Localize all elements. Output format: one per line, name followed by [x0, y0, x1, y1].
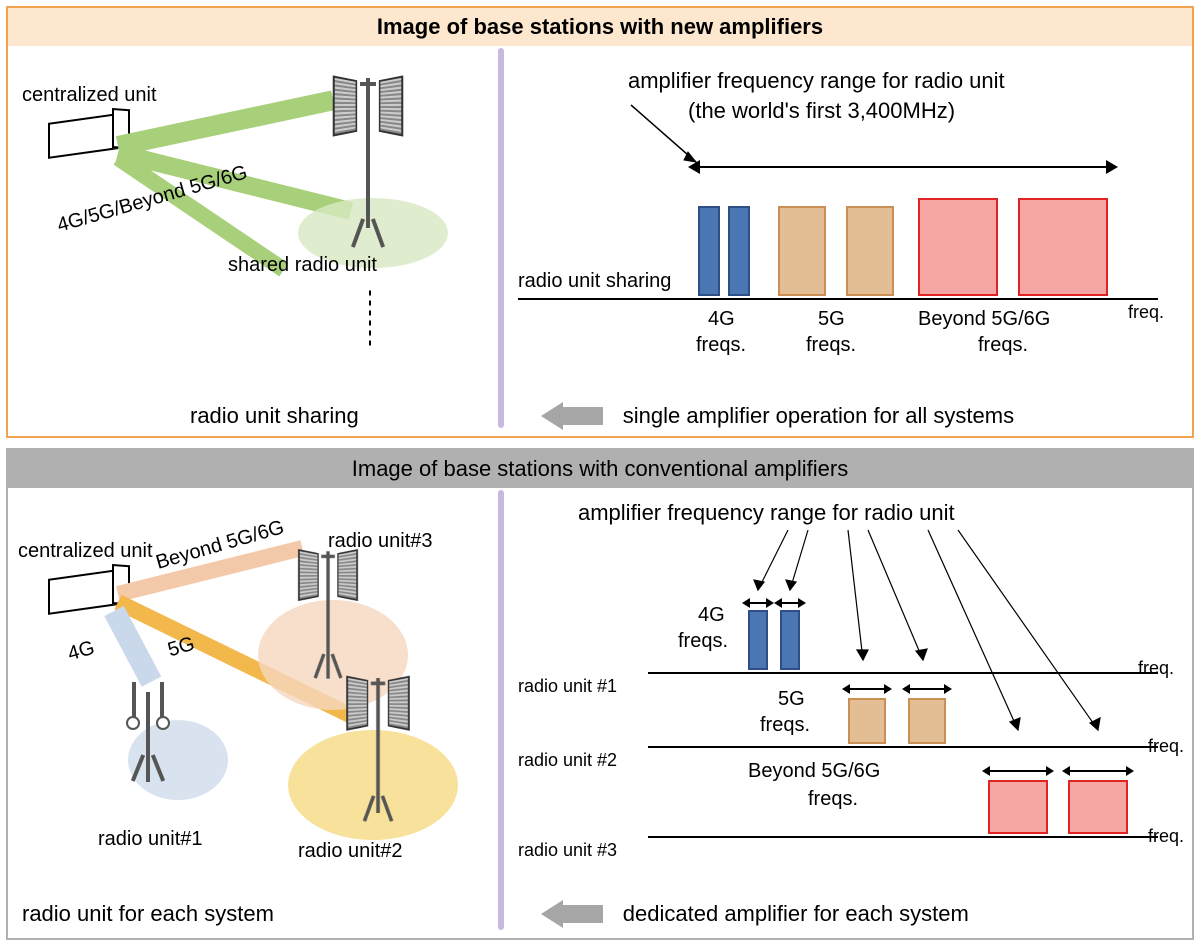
link-4g-label: 4G — [65, 637, 97, 666]
vdots-icon — [368, 288, 372, 348]
row3-sub: freqs. — [808, 788, 858, 811]
axis-left-label-top: radio unit sharing — [518, 270, 671, 293]
row3-band: Beyond 5G/6G — [748, 760, 880, 783]
cu-label-top: centralized unit — [22, 84, 157, 107]
ru3-label: radio unit#3 — [328, 530, 433, 553]
arrow-left-stem — [563, 407, 603, 425]
footer-left-bottom: radio unit for each system — [8, 901, 541, 927]
row3-axis-label: radio unit #3 — [518, 840, 617, 861]
axis-row1 — [648, 672, 1158, 674]
band-5g-label: 5G — [818, 308, 845, 331]
mini-range-4g-1 — [748, 602, 768, 604]
bar2-4g-1 — [748, 610, 768, 670]
bar-4g-2 — [728, 206, 750, 296]
arrow-left-icon — [541, 402, 563, 430]
top-divider — [498, 48, 504, 428]
bottom-panel-title: Image of base stations with conventional… — [8, 450, 1192, 488]
centralized-unit-icon-bottom — [48, 569, 118, 615]
mini-range-b5g-1 — [988, 770, 1048, 772]
row1-freq: freq. — [1138, 658, 1174, 679]
row2-sub: freqs. — [760, 714, 810, 737]
range-label-1: amplifier frequency range for radio unit — [628, 68, 1005, 94]
mini-range-5g-2 — [908, 688, 946, 690]
bar2-5g-1 — [848, 698, 886, 744]
footer-right-top: single amplifier operation for all syste… — [603, 403, 1192, 429]
row1-sub: freqs. — [678, 630, 728, 653]
bar2-5g-2 — [908, 698, 946, 744]
bottom-divider — [498, 490, 504, 930]
band-4g-sub: freqs. — [696, 334, 746, 357]
legacy-antenna-icon — [118, 682, 178, 782]
bottom-panel: Image of base stations with conventional… — [6, 448, 1194, 940]
footer-right-bottom: dedicated amplifier for each system — [603, 901, 1192, 927]
row2-axis-label: radio unit #2 — [518, 750, 617, 771]
row1-axis-label: radio unit #1 — [518, 676, 617, 697]
band-4g-label: 4G — [708, 308, 735, 331]
ru1-label: radio unit#1 — [98, 828, 203, 851]
tower-ru3-icon — [294, 551, 362, 679]
row1-band: 4G — [698, 604, 725, 627]
bar2-b5g-2 — [1068, 780, 1128, 834]
row3-freq: freq. — [1148, 826, 1184, 847]
arrow-left-stem-b — [563, 905, 603, 923]
range-label-2: (the world's first 3,400MHz) — [688, 98, 955, 124]
bar-4g-1 — [698, 206, 720, 296]
ru2-label: radio unit#2 — [298, 840, 403, 863]
row2-freq: freq. — [1148, 736, 1184, 757]
bar-b5g-1 — [918, 198, 998, 296]
freq-axis-top — [518, 298, 1158, 300]
row2-band: 5G — [778, 688, 805, 711]
arrow-left-icon-b — [541, 900, 563, 928]
mini-range-5g-1 — [848, 688, 886, 690]
band-b5g-sub: freqs. — [978, 334, 1028, 357]
axis-row2 — [648, 746, 1158, 748]
link-5g-label: 5G — [165, 633, 197, 662]
axis-row3 — [648, 836, 1158, 838]
range-arrow-top — [698, 166, 1108, 168]
bar2-b5g-1 — [988, 780, 1048, 834]
centralized-unit-icon — [48, 113, 118, 159]
cu-label-bottom: centralized unit — [18, 540, 153, 563]
bar2-4g-2 — [780, 610, 800, 670]
freq-axis-label-top: freq. — [1128, 302, 1164, 323]
top-panel-title: Image of base stations with new amplifie… — [8, 8, 1192, 46]
mini-range-b5g-2 — [1068, 770, 1128, 772]
bottom-footer: radio unit for each system dedicated amp… — [8, 900, 1192, 928]
top-footer: radio unit sharing single amplifier oper… — [8, 402, 1192, 430]
bar-b5g-2 — [1018, 198, 1108, 296]
shared-ru-label: shared radio unit — [228, 254, 377, 277]
band-b5g-label: Beyond 5G/6G — [918, 308, 1050, 331]
bar-5g-1 — [778, 206, 826, 296]
top-panel: Image of base stations with new amplifie… — [6, 6, 1194, 438]
bar-5g-2 — [846, 206, 894, 296]
mini-range-4g-2 — [780, 602, 800, 604]
footer-left-top: radio unit sharing — [8, 403, 541, 429]
band-5g-sub: freqs. — [806, 334, 856, 357]
tower-icon-top — [328, 78, 408, 248]
tower-ru2-icon — [342, 678, 414, 822]
